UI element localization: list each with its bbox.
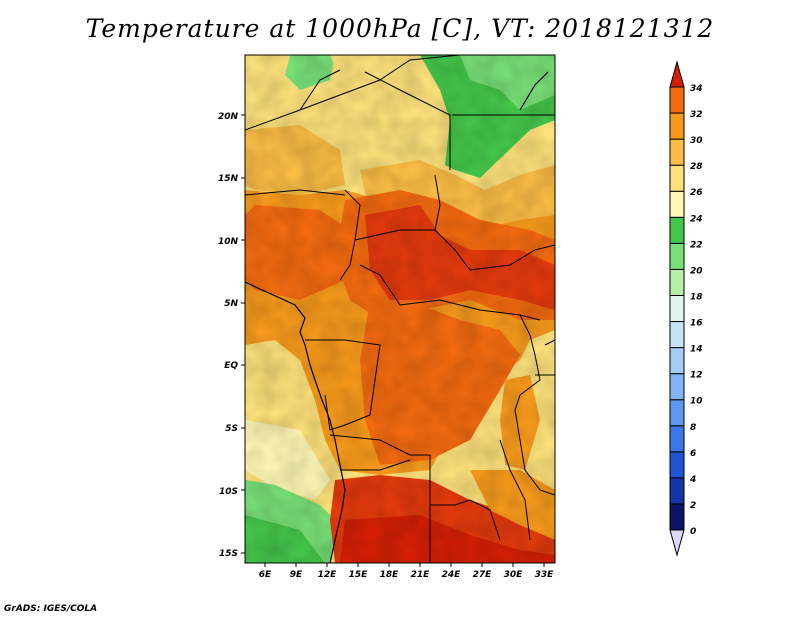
colorbar-swatch	[669, 86, 685, 114]
lon-label-33e: 33E	[535, 570, 555, 580]
map-frame	[244, 54, 556, 564]
lon-label-18e: 18E	[380, 570, 400, 580]
colorbar-label: 6	[690, 449, 696, 459]
colorbar-label: 20	[690, 266, 703, 276]
atlantic-coastline	[245, 281, 346, 563]
lon-label-9e: 9E	[290, 570, 303, 580]
colorbar-swatch	[669, 321, 685, 349]
lon-label-6e: 6E	[259, 570, 272, 580]
lat-label-eq: EQ	[224, 361, 238, 371]
colorbar-swatch	[669, 216, 685, 244]
colorbar-label: 28	[690, 162, 703, 172]
colorbar-swatch	[669, 190, 685, 218]
colorbar-swatch	[669, 164, 685, 192]
colorbar-label: 8	[690, 423, 696, 433]
lat-label-10s: 10S	[219, 487, 238, 497]
lat-axis: 20N 15N 10N 5N EQ 5S 10S 15S	[218, 112, 239, 559]
lat-label-15n: 15N	[218, 174, 239, 184]
colorbar-swatch	[669, 347, 685, 375]
field-texture	[245, 55, 555, 563]
colorbar-label: 14	[690, 345, 703, 355]
colorbar-label: 24	[690, 214, 703, 224]
border-car-north	[354, 229, 555, 271]
country-borders	[245, 55, 555, 563]
colorbar-label: 18	[690, 292, 703, 302]
colorbar-label: 30	[690, 136, 703, 146]
colorbar-swatch	[669, 503, 685, 531]
border-drc-east	[514, 314, 555, 496]
coastline	[245, 71, 549, 563]
colorbar-swatch	[669, 451, 685, 479]
border-angola-north	[340, 459, 411, 471]
border-uganda	[544, 339, 555, 346]
lat-label-5s: 5S	[225, 424, 238, 434]
lat-label-10n: 10N	[218, 237, 239, 247]
lat-label-20n: 20N	[218, 112, 239, 122]
colorbar-swatch	[669, 373, 685, 401]
lon-label-12e: 12E	[318, 570, 338, 580]
lon-label-30e: 30E	[504, 570, 524, 580]
colorbar-swatch	[669, 399, 685, 427]
lon-label-15e: 15E	[349, 570, 369, 580]
colorbar-label: 0	[690, 527, 696, 537]
border-chad-sudan	[434, 174, 441, 231]
colorbar-swatch	[669, 268, 685, 296]
tick-marks	[241, 114, 545, 567]
colorbar-swatch	[669, 112, 685, 140]
lon-label-24e: 24E	[442, 570, 462, 580]
colorbar-over-triangle	[669, 60, 685, 88]
colorbar-swatch	[669, 138, 685, 166]
colorbar-under-triangle	[669, 529, 685, 557]
border-nigeria-north	[245, 189, 346, 196]
colorbar-label: 34	[690, 84, 703, 94]
map-title: Temperature at 1000hPa [C], VT: 20181213…	[85, 14, 715, 43]
temperature-field	[245, 55, 555, 563]
colorbar-label: 22	[690, 240, 703, 250]
border-north	[245, 55, 461, 131]
border-lake-tanganyika	[499, 439, 531, 541]
lon-label-21e: 21E	[411, 570, 431, 580]
border-niger	[299, 69, 341, 111]
colorbar-label: 32	[690, 110, 703, 120]
lat-label-15s: 15S	[219, 549, 238, 559]
colorbar-swatch	[669, 477, 685, 505]
lon-axis: 6E 9E 12E 15E 18E 21E 24E 27E 30E 33E	[259, 570, 554, 580]
colorbar-swatch	[669, 294, 685, 323]
colorbar-label: 12	[690, 371, 703, 381]
colorbar-label: 16	[690, 319, 703, 329]
colorbar-swatch	[669, 425, 685, 453]
lat-label-5n: 5N	[224, 299, 238, 309]
colorbar-swatch	[669, 242, 685, 270]
colorbar-label: 26	[690, 188, 703, 198]
colorbar-label: 2	[690, 501, 696, 511]
grads-credit: GrADS: IGES/COLA	[4, 604, 98, 614]
colorbar-label: 10	[690, 397, 703, 407]
border-chad-libya	[364, 71, 451, 170]
colorbar-label: 4	[689, 475, 696, 485]
red-sea-coast	[519, 71, 549, 111]
lon-label-27e: 27E	[473, 570, 493, 580]
